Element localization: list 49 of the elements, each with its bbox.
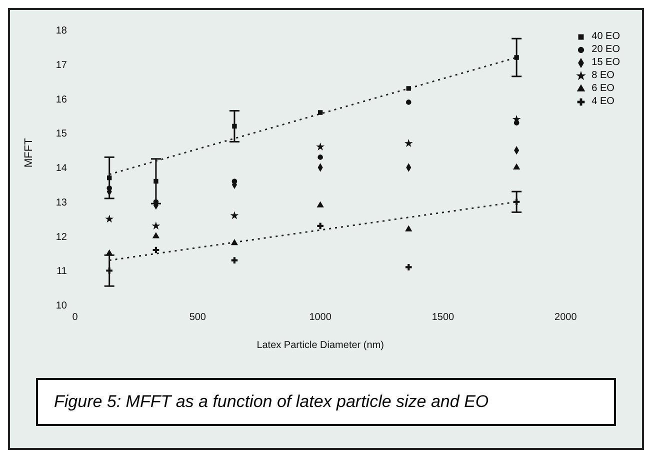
point [106,267,112,274]
y-tick-label: 17 [56,60,68,71]
x-axis-title: Latex Particle Diameter (nm) [256,340,384,351]
legend-label: 40 EO [592,30,620,43]
point [513,163,520,170]
legend-label: 8 EO [592,69,614,82]
y-tick-label: 12 [56,232,68,243]
caption: Figure 5: MFFT as a function of latex particle size and EO [36,378,616,426]
point [406,100,412,105]
y-tick-label: 16 [56,94,68,106]
point [318,154,323,160]
point [317,222,324,230]
y-tick-label: 18 [56,26,68,37]
point [406,86,411,91]
legend-label: 4 EO [592,95,614,108]
point [152,222,160,230]
point [513,198,520,206]
point [152,232,160,238]
point [316,142,325,150]
point [154,178,158,184]
y-tick-label: 10 [56,300,68,312]
point [405,264,412,270]
point [105,214,114,223]
y-tick-label: 13 [56,197,68,208]
point [231,257,238,264]
point [318,110,323,115]
point [405,225,412,232]
y-axis-title: MFFT [22,138,35,168]
x-tick-label: 2000 [554,312,578,324]
x-tick-label: 1500 [432,312,455,324]
y-tick-label: 14 [56,163,68,174]
y-tick-label: 11 [56,266,68,278]
legend-label: 6 EO [592,82,614,95]
point [512,114,521,123]
x-tick-label: 1000 [309,312,332,324]
legend-label: 20 EO [592,43,620,56]
point [514,55,519,60]
point [152,246,160,254]
point [230,239,238,246]
point [232,124,237,129]
point [230,211,239,220]
x-tick-label: 0 [72,312,78,324]
point [106,249,113,256]
x-tick-label: 500 [189,312,206,324]
legend-label: 15 EO [592,56,620,69]
y-tick-label: 15 [56,128,68,140]
point [316,201,324,208]
point [404,139,413,148]
point [107,175,112,180]
